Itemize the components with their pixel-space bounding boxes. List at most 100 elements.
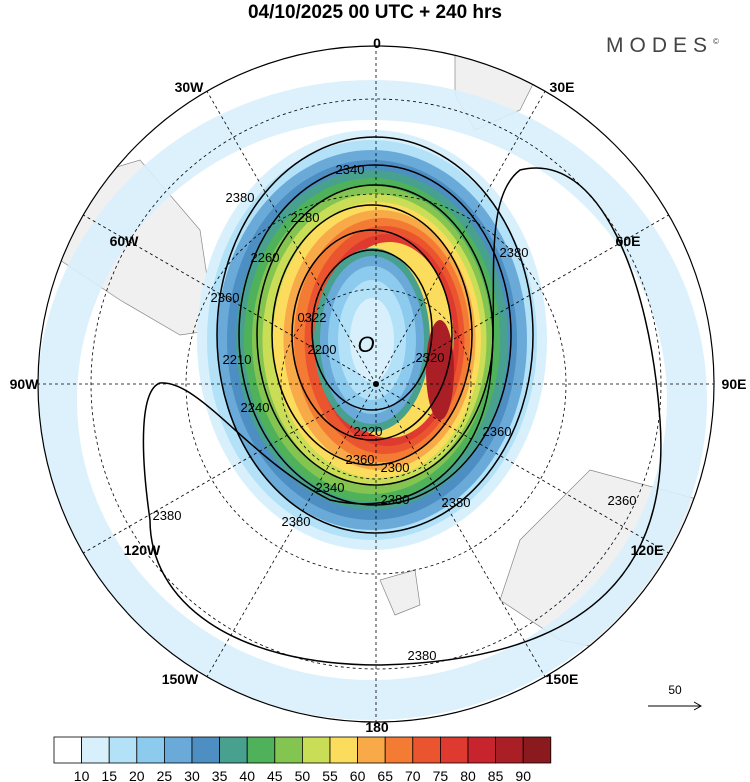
contour-label: 2220 — [354, 424, 383, 439]
contour-label: 2260 — [251, 250, 280, 265]
meridian-line — [206, 91, 377, 385]
colorbar-tick-label: 75 — [433, 768, 449, 782]
contour-label: 2380 — [442, 495, 471, 510]
longitude-label: 30E — [550, 79, 575, 95]
colorbar-swatch — [191, 736, 221, 764]
labels: 2340 2380 2380 2360 2280 2260 2360 2200 0322 2210… — [10, 35, 747, 735]
colorbar-swatch — [81, 736, 110, 764]
height-contour-2380 — [142, 167, 662, 666]
colorbar-tick-label: 70 — [405, 768, 421, 782]
colorbar-tick-label: 50 — [295, 768, 311, 782]
colorbar-tick-label: 60 — [350, 768, 366, 782]
longitude-label: 60E — [616, 233, 641, 249]
logo-text: MODES — [606, 34, 714, 57]
colorbar-swatch — [439, 736, 469, 764]
contour-label: 0322 — [298, 310, 327, 325]
colorbar-swatch — [274, 736, 303, 764]
jet-max-core — [426, 320, 454, 420]
colorbar-swatch — [136, 736, 165, 764]
colorbar-tick-label: 15 — [101, 768, 117, 782]
colorbar-swatch — [384, 736, 414, 764]
south-pole-marker — [373, 381, 379, 387]
height-contour — [291, 229, 453, 441]
longitude-label: 150E — [546, 671, 579, 687]
colorbar-tick-label: 30 — [184, 768, 200, 782]
colorbar-tick-label: 10 — [74, 768, 90, 782]
colorbar-swatch — [53, 736, 83, 764]
colorbar-tick-label: 90 — [515, 768, 531, 782]
outer-jet-band — [38, 80, 707, 720]
new-zealand-land — [379, 569, 421, 616]
longitude-label: 30W — [175, 79, 205, 95]
low-pressure-symbol: O — [357, 332, 374, 357]
height-contour — [271, 204, 473, 466]
meridian-line — [83, 383, 377, 554]
colorbar-swatch — [357, 736, 386, 764]
contour-label: 2360 — [346, 452, 375, 467]
colorbar-swatch — [412, 736, 441, 764]
graticule — [37, 45, 715, 723]
map-border — [37, 45, 715, 723]
colorbar-tick-label: 20 — [129, 768, 145, 782]
colorbar-tick-label: 80 — [460, 768, 476, 782]
height-contour — [311, 249, 433, 411]
longitude-label: 120W — [124, 542, 161, 558]
colorbar-tick-label: 40 — [239, 768, 255, 782]
colorbar-swatch — [108, 736, 138, 764]
contour-label: 2210 — [223, 352, 252, 367]
colorbar-swatch — [495, 736, 524, 764]
colorbar-swatch — [522, 736, 552, 764]
meridian-line — [375, 383, 669, 554]
longitude-label: 90W — [10, 376, 40, 392]
longitude-label: 180 — [365, 719, 389, 735]
longitude-label: 90E — [722, 376, 747, 392]
colorbar-tick-label: 45 — [267, 768, 283, 782]
contour-label: 2300 — [381, 460, 410, 475]
wind-speed-contour-10 — [350, 298, 394, 382]
contour-label: 2340 — [316, 480, 345, 495]
height-contours — [142, 136, 662, 666]
contour-label: 2380 — [408, 648, 437, 663]
longitude-label: 120E — [631, 542, 664, 558]
colorbar-tick-label: 25 — [157, 768, 173, 782]
contour-label: 2320 — [416, 350, 445, 365]
colorbar-tick-label: 35 — [212, 768, 228, 782]
contour-label: 2340 — [336, 162, 365, 177]
latitude-circle — [280, 288, 472, 480]
contour-label: 2380 — [282, 514, 311, 529]
contour-label: 2240 — [241, 400, 270, 415]
height-contour — [216, 136, 534, 534]
colorbar-tick-label: 55 — [322, 768, 338, 782]
contour-label: 2380 — [381, 492, 410, 507]
height-contour — [238, 164, 512, 506]
contour-label: 2380 — [500, 245, 529, 260]
colorbar-swatch — [163, 736, 193, 764]
colorbar-swatch — [246, 736, 276, 764]
wind-reference-label: 50 — [668, 683, 682, 697]
longitude-label: 0 — [373, 35, 381, 51]
meridian-line — [83, 214, 377, 385]
wind-speed-fills — [38, 80, 707, 720]
contour-label: 2360 — [483, 424, 512, 439]
meridian-line — [375, 91, 546, 385]
contour-label: 2360 — [608, 493, 637, 508]
wind-reference-arrowhead — [693, 701, 703, 711]
colorbar-swatch — [329, 736, 359, 764]
meridian-line — [206, 383, 377, 677]
contour-label: 2200 — [308, 342, 337, 357]
chart-title: 04/10/2025 00 UTC + 240 hrs — [247, 2, 503, 23]
logo-copyright: © — [713, 37, 719, 46]
colorbar-swatch — [219, 736, 248, 764]
contour-label: 2280 — [291, 210, 320, 225]
contour-label: 2380 — [153, 508, 182, 523]
contour-label: 2380 — [226, 190, 255, 205]
longitude-label: 60W — [110, 233, 140, 249]
colorbar-tick-label: 65 — [377, 768, 393, 782]
contour-label: 2360 — [211, 290, 240, 305]
longitude-label: 150W — [162, 671, 199, 687]
meridian-line — [375, 383, 546, 677]
modes-logo: MODES© — [606, 34, 719, 58]
meridian-line — [375, 214, 669, 385]
colorbar-swatch — [467, 736, 497, 764]
